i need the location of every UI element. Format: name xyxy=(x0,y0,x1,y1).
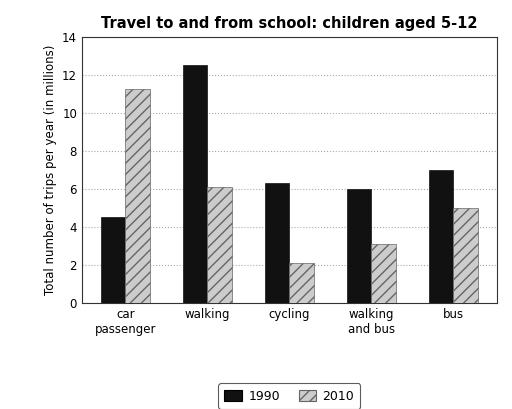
Legend: 1990, 2010: 1990, 2010 xyxy=(218,383,360,409)
Bar xyxy=(429,170,453,303)
Bar xyxy=(289,263,314,303)
Bar xyxy=(207,187,232,303)
Bar xyxy=(125,89,150,303)
Bar xyxy=(183,65,207,303)
Bar xyxy=(453,208,478,303)
Bar xyxy=(101,217,125,303)
Y-axis label: Total number of trips per year (in millions): Total number of trips per year (in milli… xyxy=(44,45,56,295)
Bar xyxy=(347,189,371,303)
Bar xyxy=(371,244,396,303)
Bar xyxy=(265,183,289,303)
Title: Travel to and from school: children aged 5-12: Travel to and from school: children aged… xyxy=(101,16,478,31)
